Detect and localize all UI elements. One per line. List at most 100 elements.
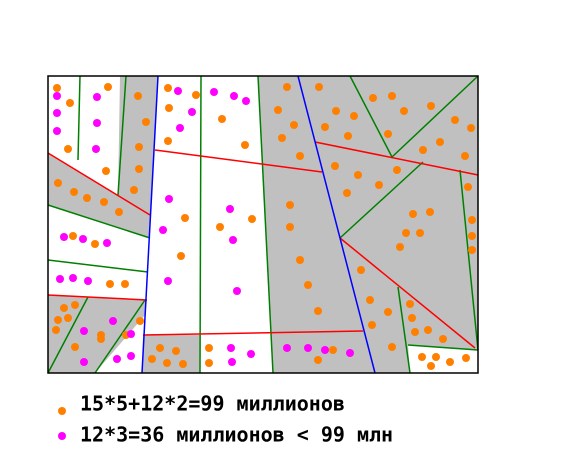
orange-dot	[315, 83, 323, 91]
orange-dot	[216, 223, 224, 231]
blue-lines	[141, 75, 376, 374]
orange-dot	[283, 83, 291, 91]
orange-dot	[97, 335, 105, 343]
orange-dot	[53, 84, 61, 92]
region	[258, 76, 375, 373]
orange-dot	[400, 107, 408, 115]
orange-dot	[419, 146, 427, 154]
orange-dot	[71, 301, 79, 309]
magenta-dot	[233, 287, 241, 295]
magenta-dot	[230, 92, 238, 100]
orange-dot	[468, 232, 476, 240]
magenta-dot	[80, 358, 88, 366]
orange-dot	[121, 280, 129, 288]
orange-dot	[274, 106, 282, 114]
magenta-dot	[92, 145, 100, 153]
orange-dot	[467, 124, 475, 132]
orange-dot	[278, 134, 286, 142]
orange-dot	[427, 362, 435, 370]
orange-dot	[130, 186, 138, 194]
orange-dot	[60, 304, 68, 312]
orange-dot	[135, 165, 143, 173]
orange-dot	[384, 308, 392, 316]
orange-dot	[172, 347, 180, 355]
magenta-dot	[84, 277, 92, 285]
orange-dot	[384, 130, 392, 138]
orange-dot	[329, 346, 337, 354]
magenta-dot	[53, 127, 61, 135]
legend-marker	[58, 432, 66, 440]
orange-dot	[416, 229, 424, 237]
magenta-dot	[247, 350, 255, 358]
orange-dot	[368, 321, 376, 329]
magenta-dot	[109, 317, 117, 325]
orange-dot	[148, 355, 156, 363]
magenta-dot	[210, 88, 218, 96]
legend-text: 15*5+12*2=99 миллионов	[80, 392, 345, 416]
orange-dot	[402, 229, 410, 237]
orange-dot	[314, 356, 322, 364]
orange-dot	[411, 328, 419, 336]
orange-dot	[393, 166, 401, 174]
line	[94, 299, 146, 374]
orange-dot	[248, 215, 256, 223]
line	[77, 75, 81, 161]
orange-dot	[331, 162, 339, 170]
magenta-dot	[80, 327, 88, 335]
orange-dot	[164, 137, 172, 145]
orange-dot	[464, 183, 472, 191]
orange-dot	[134, 92, 142, 100]
orange-dot	[344, 132, 352, 140]
magenta-dot	[93, 119, 101, 127]
orange-dot	[406, 300, 414, 308]
magenta-dot	[127, 330, 135, 338]
line	[47, 204, 151, 239]
orange-dot	[192, 91, 200, 99]
orange-dot	[462, 354, 470, 362]
orange-dot	[426, 208, 434, 216]
magenta-dot	[53, 109, 61, 117]
magenta-dot	[69, 274, 77, 282]
frame	[47, 75, 479, 374]
line	[47, 296, 89, 374]
orange-dot	[241, 141, 249, 149]
orange-dot	[332, 107, 340, 115]
orange-dot	[91, 240, 99, 248]
magenta-dot	[53, 92, 61, 100]
green-lines	[47, 75, 479, 374]
orange-dot	[286, 223, 294, 231]
line	[339, 161, 424, 239]
line	[407, 344, 479, 351]
red-lines	[47, 141, 479, 349]
line	[47, 294, 148, 301]
magenta-dot	[174, 87, 182, 95]
orange-dot	[436, 138, 444, 146]
magenta-dot	[93, 93, 101, 101]
orange-dot	[451, 116, 459, 124]
orange-dot	[296, 256, 304, 264]
magenta-dot	[56, 275, 64, 283]
orange-dot	[418, 353, 426, 361]
orange-dot	[432, 353, 440, 361]
orange-dot	[106, 280, 114, 288]
magenta-dot	[227, 344, 235, 352]
orange-dot	[350, 112, 358, 120]
dots	[52, 83, 476, 370]
orange-dot	[439, 335, 447, 343]
line	[297, 75, 376, 374]
magenta-dot	[242, 97, 250, 105]
orange-dot	[104, 83, 112, 91]
line	[349, 75, 393, 158]
orange-dot	[205, 344, 213, 352]
orange-dot	[163, 359, 171, 367]
orange-dot	[69, 232, 77, 240]
magenta-dot	[176, 124, 184, 132]
magenta-dot	[226, 205, 234, 213]
orange-dot	[427, 102, 435, 110]
orange-dot	[396, 243, 404, 251]
orange-dot	[164, 84, 172, 92]
orange-dot	[357, 266, 365, 274]
legend-text: 12*3=36 миллионов < 99 млн	[80, 423, 393, 447]
magenta-dot	[165, 195, 173, 203]
